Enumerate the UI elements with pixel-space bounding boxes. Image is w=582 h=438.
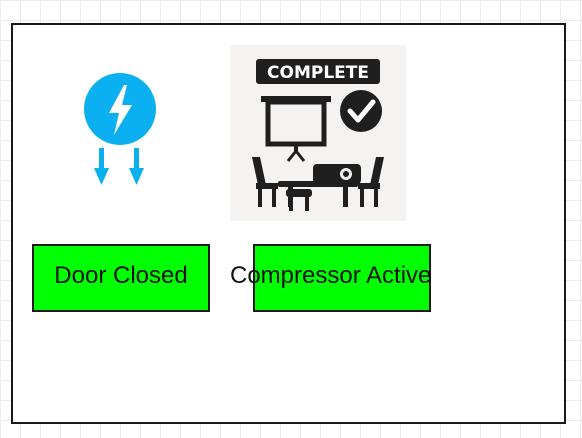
- compressor-status-indicator: [253, 244, 431, 312]
- power-flow-icon: [84, 73, 156, 185]
- complete-badge: [256, 59, 380, 84]
- arrow-down-icon: [129, 168, 144, 185]
- door-status-label: Door Closed: [54, 262, 188, 289]
- door-status-indicator: [32, 244, 210, 312]
- meeting-room-projector-icon: COMPLETE: [230, 45, 406, 221]
- complete-badge-text: COMPLETE: [267, 63, 369, 83]
- arrow-down-icon: [94, 168, 109, 185]
- check-circle-icon: [340, 90, 382, 132]
- compressor-status-label: Compressor Active: [230, 262, 432, 289]
- lightning-bolt-icon: [109, 85, 132, 135]
